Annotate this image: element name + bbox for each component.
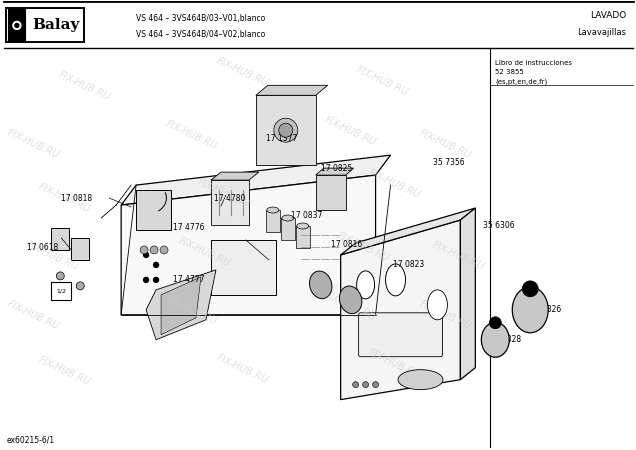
- FancyBboxPatch shape: [266, 210, 280, 232]
- Circle shape: [11, 19, 23, 32]
- Text: 1/2: 1/2: [56, 288, 66, 293]
- Circle shape: [363, 382, 369, 387]
- Text: FIX-HUB.RU: FIX-HUB.RU: [418, 298, 473, 331]
- Text: VS 464 – 3VS464B/03–V01,blanco: VS 464 – 3VS464B/03–V01,blanco: [136, 14, 265, 23]
- Polygon shape: [256, 95, 315, 165]
- Ellipse shape: [357, 271, 375, 299]
- Text: FIX-HUB.RU: FIX-HUB.RU: [431, 240, 486, 273]
- FancyBboxPatch shape: [52, 228, 69, 250]
- Text: 35 6306: 35 6306: [483, 220, 515, 230]
- Text: FIX-HUB.RU: FIX-HUB.RU: [57, 69, 111, 102]
- Circle shape: [150, 246, 158, 254]
- Polygon shape: [256, 86, 328, 95]
- Text: FIX-HUB.RU: FIX-HUB.RU: [323, 114, 378, 147]
- Polygon shape: [211, 180, 249, 225]
- FancyBboxPatch shape: [71, 238, 89, 260]
- Text: FIX-HUB.RU: FIX-HUB.RU: [368, 168, 422, 201]
- Polygon shape: [315, 175, 345, 210]
- Circle shape: [522, 281, 538, 297]
- FancyBboxPatch shape: [280, 218, 294, 240]
- Circle shape: [144, 252, 149, 257]
- Text: ex60215-6/1: ex60215-6/1: [6, 436, 55, 445]
- Text: FIX-HUB.RU: FIX-HUB.RU: [418, 128, 473, 161]
- Circle shape: [15, 23, 19, 27]
- Polygon shape: [146, 270, 216, 340]
- Ellipse shape: [512, 287, 548, 333]
- Text: LAVADO: LAVADO: [590, 11, 626, 20]
- Text: FIX-HUB.RU: FIX-HUB.RU: [336, 231, 391, 264]
- Circle shape: [140, 246, 148, 254]
- Ellipse shape: [481, 322, 509, 357]
- Circle shape: [153, 277, 158, 282]
- FancyBboxPatch shape: [52, 282, 71, 300]
- Text: Libro de instrucciones
52 3855
(es,pt,en,de,fr): Libro de instrucciones 52 3855 (es,pt,en…: [495, 60, 572, 85]
- Ellipse shape: [385, 264, 406, 296]
- Text: FIX-HUB.RU: FIX-HUB.RU: [38, 182, 92, 214]
- Text: FIX-HUB.RU: FIX-HUB.RU: [6, 298, 60, 331]
- Ellipse shape: [427, 290, 447, 320]
- Text: FIX-HUB.RU: FIX-HUB.RU: [215, 56, 270, 89]
- Ellipse shape: [340, 286, 362, 314]
- FancyBboxPatch shape: [359, 313, 443, 357]
- Ellipse shape: [297, 223, 308, 229]
- Ellipse shape: [310, 271, 332, 299]
- Circle shape: [373, 382, 378, 387]
- Circle shape: [489, 317, 501, 329]
- Text: 35 7356: 35 7356: [434, 158, 465, 166]
- Text: 17 4777: 17 4777: [173, 275, 205, 284]
- Polygon shape: [460, 208, 475, 380]
- Text: 17 4780: 17 4780: [214, 194, 245, 202]
- Text: FIX-HUB.RU: FIX-HUB.RU: [164, 119, 219, 152]
- Text: VS 464 – 3VS464B/04–V02,blanco: VS 464 – 3VS464B/04–V02,blanco: [136, 30, 265, 39]
- Text: Balay: Balay: [32, 18, 80, 32]
- Circle shape: [76, 282, 84, 290]
- Text: FIX-HUB.RU: FIX-HUB.RU: [215, 352, 270, 385]
- Text: FIX-HUB.RU: FIX-HUB.RU: [6, 128, 60, 161]
- Circle shape: [274, 118, 298, 142]
- Polygon shape: [211, 172, 259, 180]
- Text: FIX-HUB.RU: FIX-HUB.RU: [38, 355, 92, 387]
- FancyBboxPatch shape: [136, 190, 171, 230]
- Circle shape: [57, 272, 64, 280]
- FancyBboxPatch shape: [211, 240, 276, 295]
- Text: FIX-HUB.RU: FIX-HUB.RU: [323, 289, 378, 322]
- Ellipse shape: [267, 207, 279, 213]
- Text: FIX-HUB.RU: FIX-HUB.RU: [355, 65, 410, 98]
- Text: FIX-HUB.RU: FIX-HUB.RU: [368, 348, 422, 381]
- Polygon shape: [121, 155, 391, 205]
- Polygon shape: [341, 208, 475, 255]
- Text: FIX-HUB.RU: FIX-HUB.RU: [177, 236, 232, 268]
- Text: FIX-HUB.RU: FIX-HUB.RU: [164, 294, 219, 327]
- Text: 17 0618: 17 0618: [27, 243, 59, 252]
- Text: 17 0825: 17 0825: [321, 164, 352, 173]
- FancyBboxPatch shape: [8, 9, 25, 41]
- Polygon shape: [161, 277, 201, 335]
- Text: 17 0826: 17 0826: [530, 305, 562, 314]
- Text: FIX-HUB.RU: FIX-HUB.RU: [25, 240, 80, 273]
- Polygon shape: [121, 175, 376, 315]
- Circle shape: [13, 22, 21, 29]
- FancyBboxPatch shape: [6, 9, 84, 42]
- Polygon shape: [315, 168, 354, 175]
- Text: 17 0837: 17 0837: [291, 211, 322, 220]
- Circle shape: [153, 262, 158, 267]
- Polygon shape: [341, 220, 460, 400]
- Circle shape: [144, 277, 149, 282]
- Text: 17 0823: 17 0823: [392, 261, 424, 270]
- FancyBboxPatch shape: [296, 226, 310, 248]
- Text: 17 1377: 17 1377: [266, 134, 297, 143]
- Ellipse shape: [398, 370, 443, 390]
- Circle shape: [279, 123, 293, 137]
- Text: 17 0818: 17 0818: [61, 194, 92, 202]
- Text: 17 0828: 17 0828: [490, 335, 522, 344]
- Ellipse shape: [282, 215, 294, 221]
- Text: Lavavajillas: Lavavajillas: [577, 28, 626, 37]
- Text: 17 0816: 17 0816: [331, 240, 362, 249]
- Circle shape: [352, 382, 359, 387]
- Circle shape: [160, 246, 168, 254]
- Text: 17 4776: 17 4776: [173, 224, 205, 233]
- Text: FIX-HUB.RU: FIX-HUB.RU: [196, 177, 251, 210]
